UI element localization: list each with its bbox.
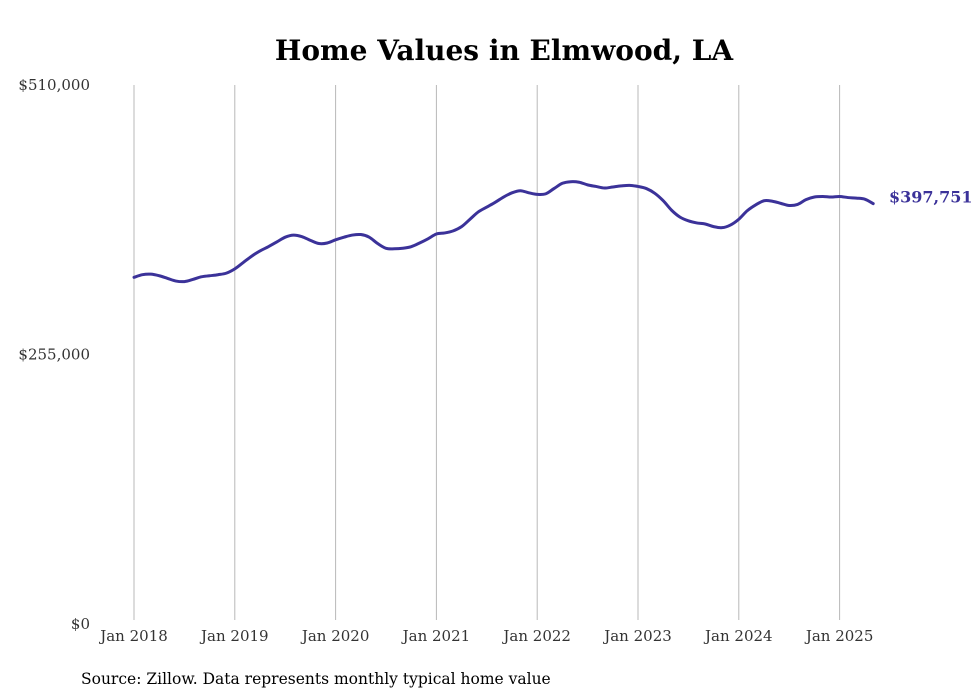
chart-title: Home Values in Elmwood, LA: [275, 34, 735, 67]
x-axis-ticks: Jan 2018 Jan 2019 Jan 2020 Jan 2021 Jan 2022…: [98, 627, 873, 645]
grid-lines: [133, 85, 841, 620]
x-tick-label: Jan 2023: [602, 627, 672, 645]
x-tick-label: Jan 2018: [98, 627, 168, 645]
x-tick-label: Jan 2025: [804, 627, 874, 645]
x-tick-label: Jan 2019: [199, 627, 269, 645]
end-value-label: $397,751: [889, 188, 973, 207]
y-tick-label: $510,000: [18, 76, 90, 94]
y-tick-label: $255,000: [18, 346, 90, 364]
y-tick-label: $0: [71, 615, 90, 633]
series-layer: $397,751: [132, 180, 973, 284]
series-line: [132, 180, 875, 284]
x-tick-label: Jan 2024: [703, 627, 773, 645]
y-axis-ticks: $0 $255,000 $510,000: [18, 76, 90, 633]
x-tick-label: Jan 2022: [501, 627, 571, 645]
x-tick-label: Jan 2020: [300, 627, 370, 645]
source-note: Source: Zillow. Data represents monthly …: [81, 670, 551, 688]
x-tick-label: Jan 2021: [401, 627, 471, 645]
